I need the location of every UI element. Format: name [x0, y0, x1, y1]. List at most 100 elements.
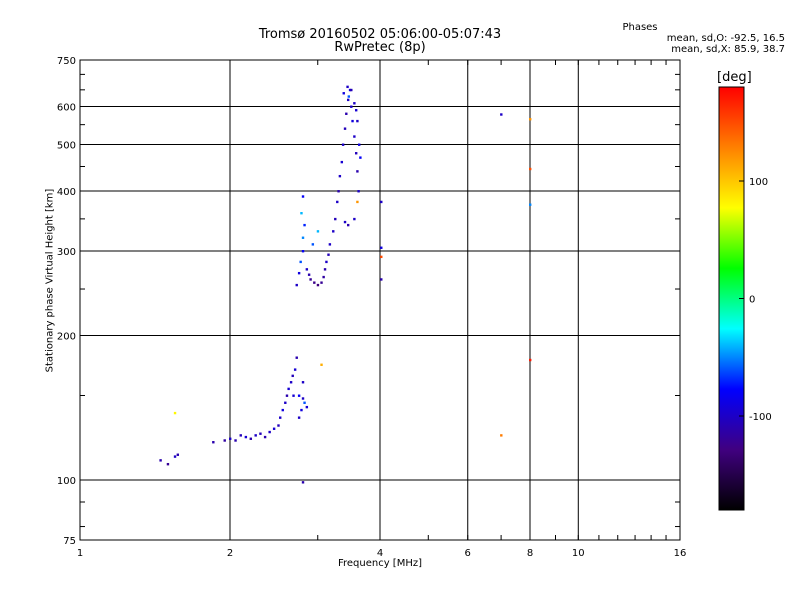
data-point — [338, 174, 342, 178]
data-point — [353, 217, 356, 221]
data-point — [300, 212, 303, 215]
x-tick-label: 16 — [674, 548, 687, 559]
data-point — [340, 160, 344, 164]
data-point — [223, 439, 226, 442]
y-tick-label: 600 — [57, 103, 76, 114]
y-axis-label: Stationary phase Virtual Height [km] — [44, 188, 56, 373]
data-point — [500, 113, 503, 116]
data-point — [176, 453, 180, 456]
data-point — [354, 109, 358, 112]
data-point — [359, 156, 362, 159]
data-point — [353, 102, 356, 105]
data-point — [342, 92, 345, 95]
data-point — [234, 439, 237, 442]
colorbar-tick-label: 0 — [749, 295, 755, 306]
data-point — [356, 119, 359, 123]
data-point — [297, 394, 301, 397]
data-point — [263, 435, 267, 439]
data-point — [307, 273, 311, 276]
data-point — [346, 98, 350, 102]
data-point — [301, 250, 305, 253]
data-point — [303, 223, 306, 227]
y-tick-label: 500 — [57, 141, 76, 152]
data-point — [272, 427, 276, 430]
x-tick-label: 8 — [527, 548, 533, 559]
phase-x-stats: mean, sd,X: 85.9, 38.7 — [671, 44, 785, 55]
data-point — [309, 278, 312, 281]
data-point — [313, 281, 316, 284]
x-tick-label: 4 — [377, 548, 383, 559]
data-point — [350, 88, 353, 92]
data-point — [293, 368, 297, 371]
data-point — [323, 268, 327, 271]
data-point — [529, 203, 532, 206]
data-point — [300, 408, 303, 412]
data-point — [159, 459, 162, 462]
data-point — [322, 275, 325, 279]
data-point — [334, 217, 337, 221]
x-tick-label: 2 — [227, 548, 233, 559]
data-point — [303, 401, 306, 404]
y-tick-label: 200 — [57, 332, 76, 343]
data-point — [301, 381, 305, 384]
phase-heading: Phases — [622, 22, 658, 33]
data-point — [343, 127, 347, 130]
data-point — [284, 401, 287, 404]
data-point — [320, 363, 323, 366]
y-tick-label: 400 — [57, 187, 76, 198]
data-point — [316, 230, 320, 233]
data-point — [343, 220, 347, 224]
data-point — [380, 255, 383, 259]
data-point — [529, 167, 532, 171]
data-point — [351, 119, 354, 123]
data-point — [277, 424, 280, 427]
data-point — [380, 246, 383, 249]
data-point — [305, 405, 309, 409]
data-point — [301, 397, 305, 400]
data-point — [311, 243, 315, 246]
x-tick-label: 6 — [465, 548, 471, 559]
colorbar-tick-label: -100 — [749, 412, 772, 423]
data-point — [347, 95, 351, 98]
data-point — [320, 281, 323, 284]
tick-layer: 1 2 4 6 8 10 16 75 100 200 300 400 500 600 750 — [57, 56, 686, 559]
data-point — [291, 374, 294, 378]
data-point — [353, 135, 356, 138]
data-point — [356, 200, 359, 204]
data-point — [244, 435, 248, 439]
data-point — [336, 200, 339, 204]
data-point — [239, 434, 242, 437]
chart-title: Tromsø 20160502 05:06:00-05:07:43 — [258, 27, 502, 42]
phase-o-stats: mean, sd,O: -92.5, 16.5 — [666, 33, 785, 44]
y-tick-label: 75 — [63, 536, 76, 547]
data-point — [328, 243, 332, 246]
data-point — [229, 437, 232, 440]
data-point — [289, 381, 293, 384]
data-point — [301, 195, 305, 198]
data-point — [327, 253, 330, 256]
data-point — [301, 236, 305, 239]
x-tick-label: 10 — [572, 548, 585, 559]
data-point — [341, 143, 345, 146]
colorbar-tick-label: 100 — [749, 177, 768, 188]
data-point — [332, 230, 335, 233]
data-point — [346, 85, 349, 89]
data-point — [281, 408, 284, 412]
data-point — [346, 223, 350, 227]
data-point — [254, 434, 257, 437]
data-point — [173, 455, 177, 458]
data-point — [348, 88, 352, 92]
data-point — [356, 170, 359, 173]
data-point — [173, 411, 177, 415]
data-point — [295, 283, 298, 287]
data-point — [301, 481, 305, 484]
data-point — [305, 268, 309, 271]
data-point — [212, 441, 215, 444]
data-point — [259, 432, 262, 435]
data-point — [337, 190, 340, 193]
colorbar-ticks: 100 0 -100 — [739, 177, 772, 423]
data-point — [287, 387, 290, 391]
data-point — [345, 112, 348, 115]
data-point — [268, 430, 271, 434]
